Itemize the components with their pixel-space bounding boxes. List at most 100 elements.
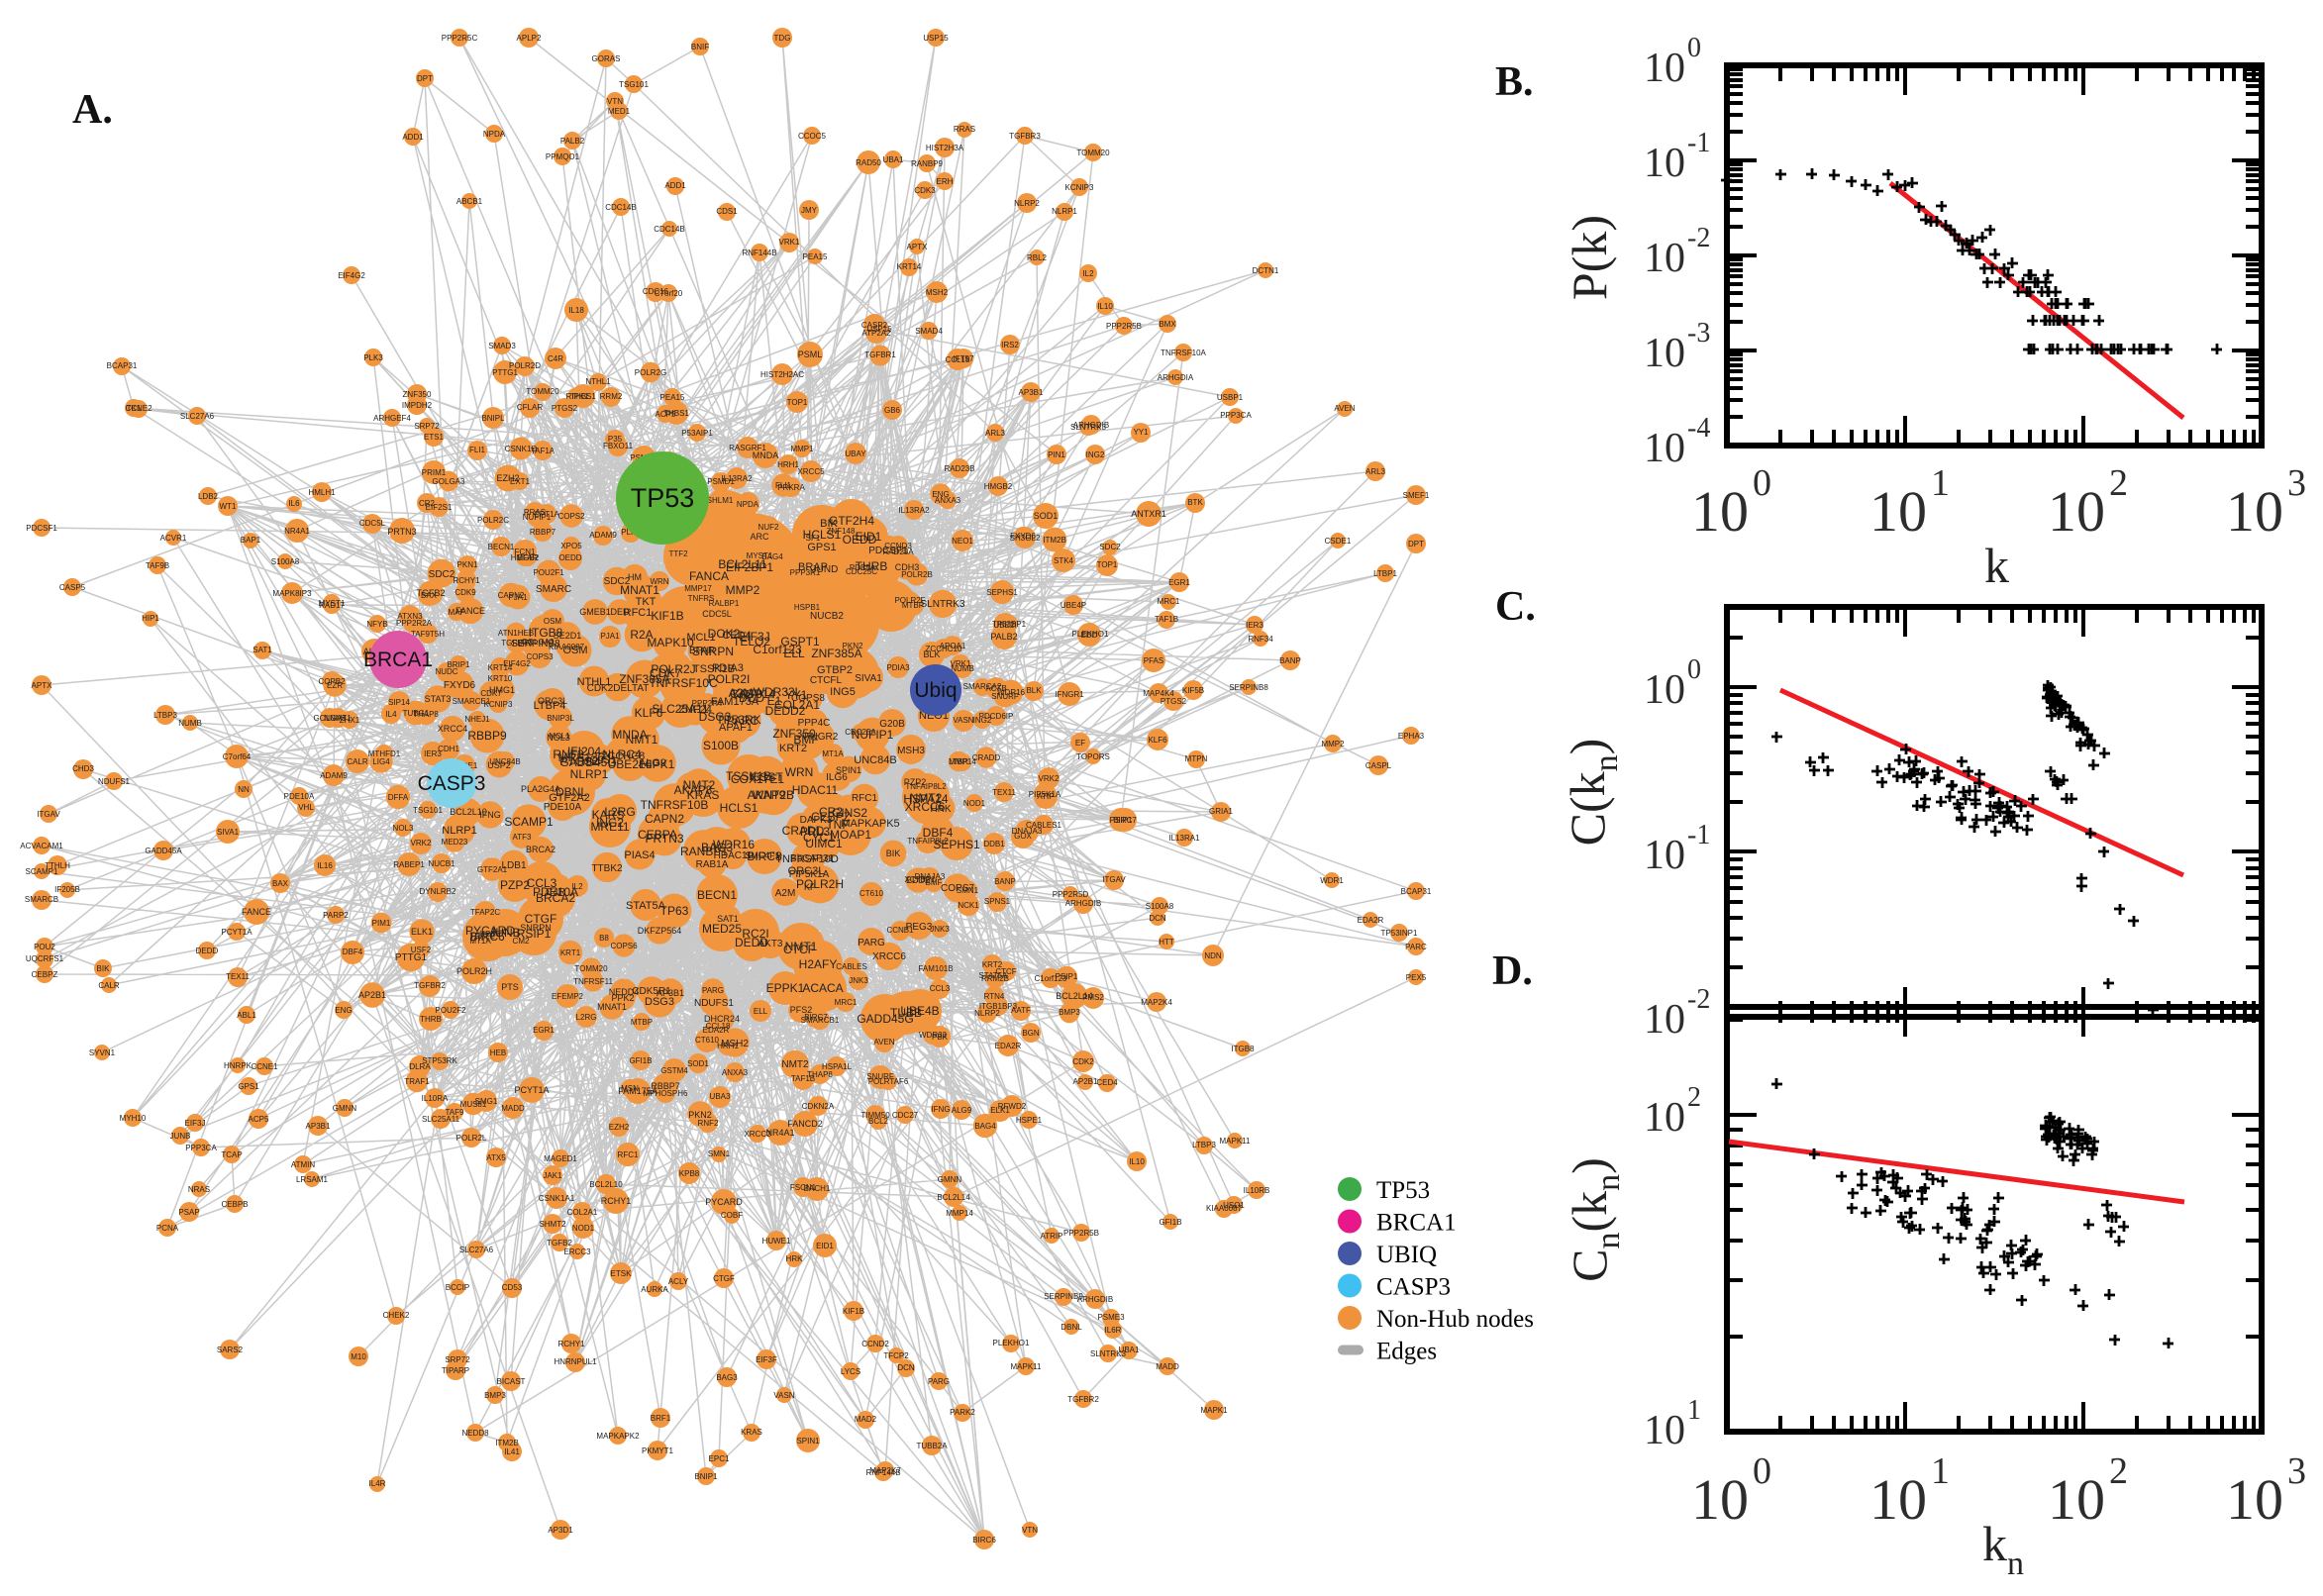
- svg-text:SDC2: SDC2: [429, 569, 455, 580]
- svg-text:VASN: VASN: [773, 1391, 794, 1400]
- svg-text:TEX11: TEX11: [992, 788, 1016, 797]
- svg-text:POLR2J: POLR2J: [651, 662, 695, 676]
- svg-text:TSG101: TSG101: [413, 806, 443, 815]
- svg-text:GORAS: GORAS: [592, 54, 621, 63]
- svg-text:BCAP31: BCAP31: [1401, 887, 1432, 896]
- svg-text:DPT: DPT: [1408, 540, 1424, 549]
- svg-text:BCCIP: BCCIP: [446, 1283, 469, 1292]
- svg-text:NUF2: NUF2: [758, 523, 779, 532]
- svg-text:MMP2: MMP2: [1321, 740, 1345, 748]
- svg-text:ANTXR1: ANTXR1: [1131, 509, 1166, 519]
- svg-text:ETS1: ETS1: [424, 433, 445, 442]
- svg-text:PLA2G4A: PLA2G4A: [521, 784, 560, 794]
- svg-text:BCL2L10: BCL2L10: [589, 1180, 623, 1189]
- svg-text:BCL2L10: BCL2L10: [450, 807, 487, 817]
- svg-text:FLI1: FLI1: [469, 446, 486, 454]
- svg-text:TGFBR3: TGFBR3: [501, 639, 533, 648]
- svg-text:RBBP7: RBBP7: [530, 528, 556, 537]
- svg-text:KRAS: KRAS: [687, 788, 720, 802]
- svg-text:POLR2F: POLR2F: [894, 596, 925, 605]
- svg-text:SMARCE1: SMARCE1: [453, 697, 491, 706]
- svg-text:SHLM1: SHLM1: [707, 496, 734, 505]
- svg-text:SLC25A11: SLC25A11: [422, 1115, 460, 1124]
- svg-text:VASN: VASN: [953, 716, 973, 725]
- svg-text:C7orf20: C7orf20: [655, 289, 683, 298]
- svg-text:MMP1: MMP1: [790, 445, 814, 453]
- svg-text:TSSK1B: TSSK1B: [693, 663, 735, 675]
- svg-text:NMT2: NMT2: [781, 1059, 809, 1070]
- svg-text:PKN2: PKN2: [688, 1110, 712, 1120]
- svg-text:BNIP1: BNIP1: [694, 1472, 718, 1481]
- svg-text:3: 3: [2287, 462, 2306, 504]
- svg-text:1: 1: [1931, 1450, 1950, 1492]
- svg-text:PPP2R5C: PPP2R5C: [442, 34, 478, 43]
- svg-text:USO1: USO1: [1223, 1201, 1245, 1210]
- svg-text:HRH1: HRH1: [777, 460, 799, 469]
- svg-text:CABLES1: CABLES1: [1026, 821, 1062, 830]
- svg-text:COX17E1: COX17E1: [731, 772, 784, 786]
- svg-text:UBE2L6: UBE2L6: [608, 757, 653, 771]
- svg-text:TELO2: TELO2: [733, 635, 770, 648]
- svg-text:MAP2K7: MAP2K7: [869, 1466, 901, 1475]
- svg-text:ZHX1: ZHX1: [340, 716, 360, 725]
- svg-text:NPDA: NPDA: [737, 500, 759, 509]
- svg-text:SERPINB8: SERPINB8: [511, 639, 560, 649]
- svg-text:PSIP1: PSIP1: [1110, 816, 1133, 825]
- svg-text:TDG: TDG: [774, 34, 791, 43]
- svg-text:MAPKAPK5: MAPKAPK5: [841, 818, 899, 830]
- svg-text:ATX5: ATX5: [486, 1153, 506, 1162]
- svg-text:TOP1: TOP1: [1097, 560, 1118, 569]
- svg-text:EDD2: EDD2: [906, 875, 930, 885]
- svg-text:PZP2: PZP2: [904, 777, 927, 787]
- svg-text:BFAR: BFAR: [518, 553, 539, 562]
- svg-text:ERH: ERH: [937, 177, 954, 186]
- svg-text:10: 10: [1644, 1408, 1685, 1453]
- svg-text:TOMM20: TOMM20: [526, 387, 559, 396]
- svg-text:CEBPB: CEBPB: [221, 1200, 248, 1209]
- svg-text:FSCN1: FSCN1: [790, 1183, 817, 1192]
- svg-text:ERCC3: ERCC3: [563, 1247, 591, 1256]
- svg-text:BNIP3L: BNIP3L: [547, 714, 574, 723]
- svg-text:PFAS: PFAS: [1144, 656, 1163, 665]
- svg-text:IL13RA1: IL13RA1: [1168, 834, 1200, 843]
- svg-text:ING5: ING5: [830, 686, 856, 698]
- svg-text:ACVACAM1: ACVACAM1: [20, 842, 63, 850]
- svg-text:HM: HM: [628, 572, 642, 582]
- svg-text:PRIM1: PRIM1: [422, 468, 447, 477]
- svg-text:EDA2R: EDA2R: [703, 1026, 730, 1035]
- svg-text:10: 10: [1644, 141, 1685, 186]
- svg-text:DBNL: DBNL: [1060, 1323, 1082, 1332]
- svg-text:EGR1: EGR1: [533, 1026, 555, 1035]
- svg-text:TGFBR2: TGFBR2: [1067, 1395, 1099, 1404]
- svg-text:AP2B1: AP2B1: [358, 990, 386, 1000]
- svg-text:MSN: MSN: [621, 1084, 639, 1093]
- svg-text:C7orf64: C7orf64: [223, 752, 252, 761]
- svg-text:ATIP: ATIP: [1037, 792, 1054, 801]
- svg-text:USBP1: USBP1: [1217, 393, 1244, 402]
- svg-text:GOX: GOX: [1014, 832, 1032, 841]
- svg-text:CALR: CALR: [347, 757, 368, 766]
- svg-text:A.: A.: [72, 87, 113, 133]
- svg-text:CDS1: CDS1: [716, 207, 738, 216]
- svg-text:S100B: S100B: [703, 739, 739, 752]
- svg-text:ABCB1: ABCB1: [456, 197, 483, 206]
- svg-text:CCND3: CCND3: [884, 542, 912, 550]
- svg-text:UBE4B: UBE4B: [900, 1004, 939, 1018]
- svg-text:10: 10: [1644, 426, 1685, 471]
- svg-text:CRADD: CRADD: [782, 824, 825, 838]
- svg-text:I6SST: I6SST: [750, 770, 783, 784]
- svg-text:SIVA1: SIVA1: [217, 828, 240, 837]
- svg-text:Ubiq: Ubiq: [914, 679, 957, 702]
- svg-text:LDB2: LDB2: [198, 492, 219, 501]
- svg-text:MCL1: MCL1: [686, 632, 715, 644]
- svg-text:SPIN1: SPIN1: [836, 765, 861, 775]
- svg-text:KCNIP3: KCNIP3: [484, 700, 513, 709]
- svg-text:HSPE1: HSPE1: [1016, 1116, 1043, 1125]
- svg-text:NLRP1: NLRP1: [442, 825, 476, 837]
- svg-text:STP53RK: STP53RK: [422, 1056, 457, 1065]
- svg-text:RCHY1: RCHY1: [453, 576, 480, 585]
- svg-text:USP15: USP15: [866, 325, 892, 334]
- svg-text:NCK1: NCK1: [958, 901, 979, 910]
- svg-text:FLI1: FLI1: [775, 481, 792, 490]
- svg-text:MYH10: MYH10: [120, 1114, 147, 1123]
